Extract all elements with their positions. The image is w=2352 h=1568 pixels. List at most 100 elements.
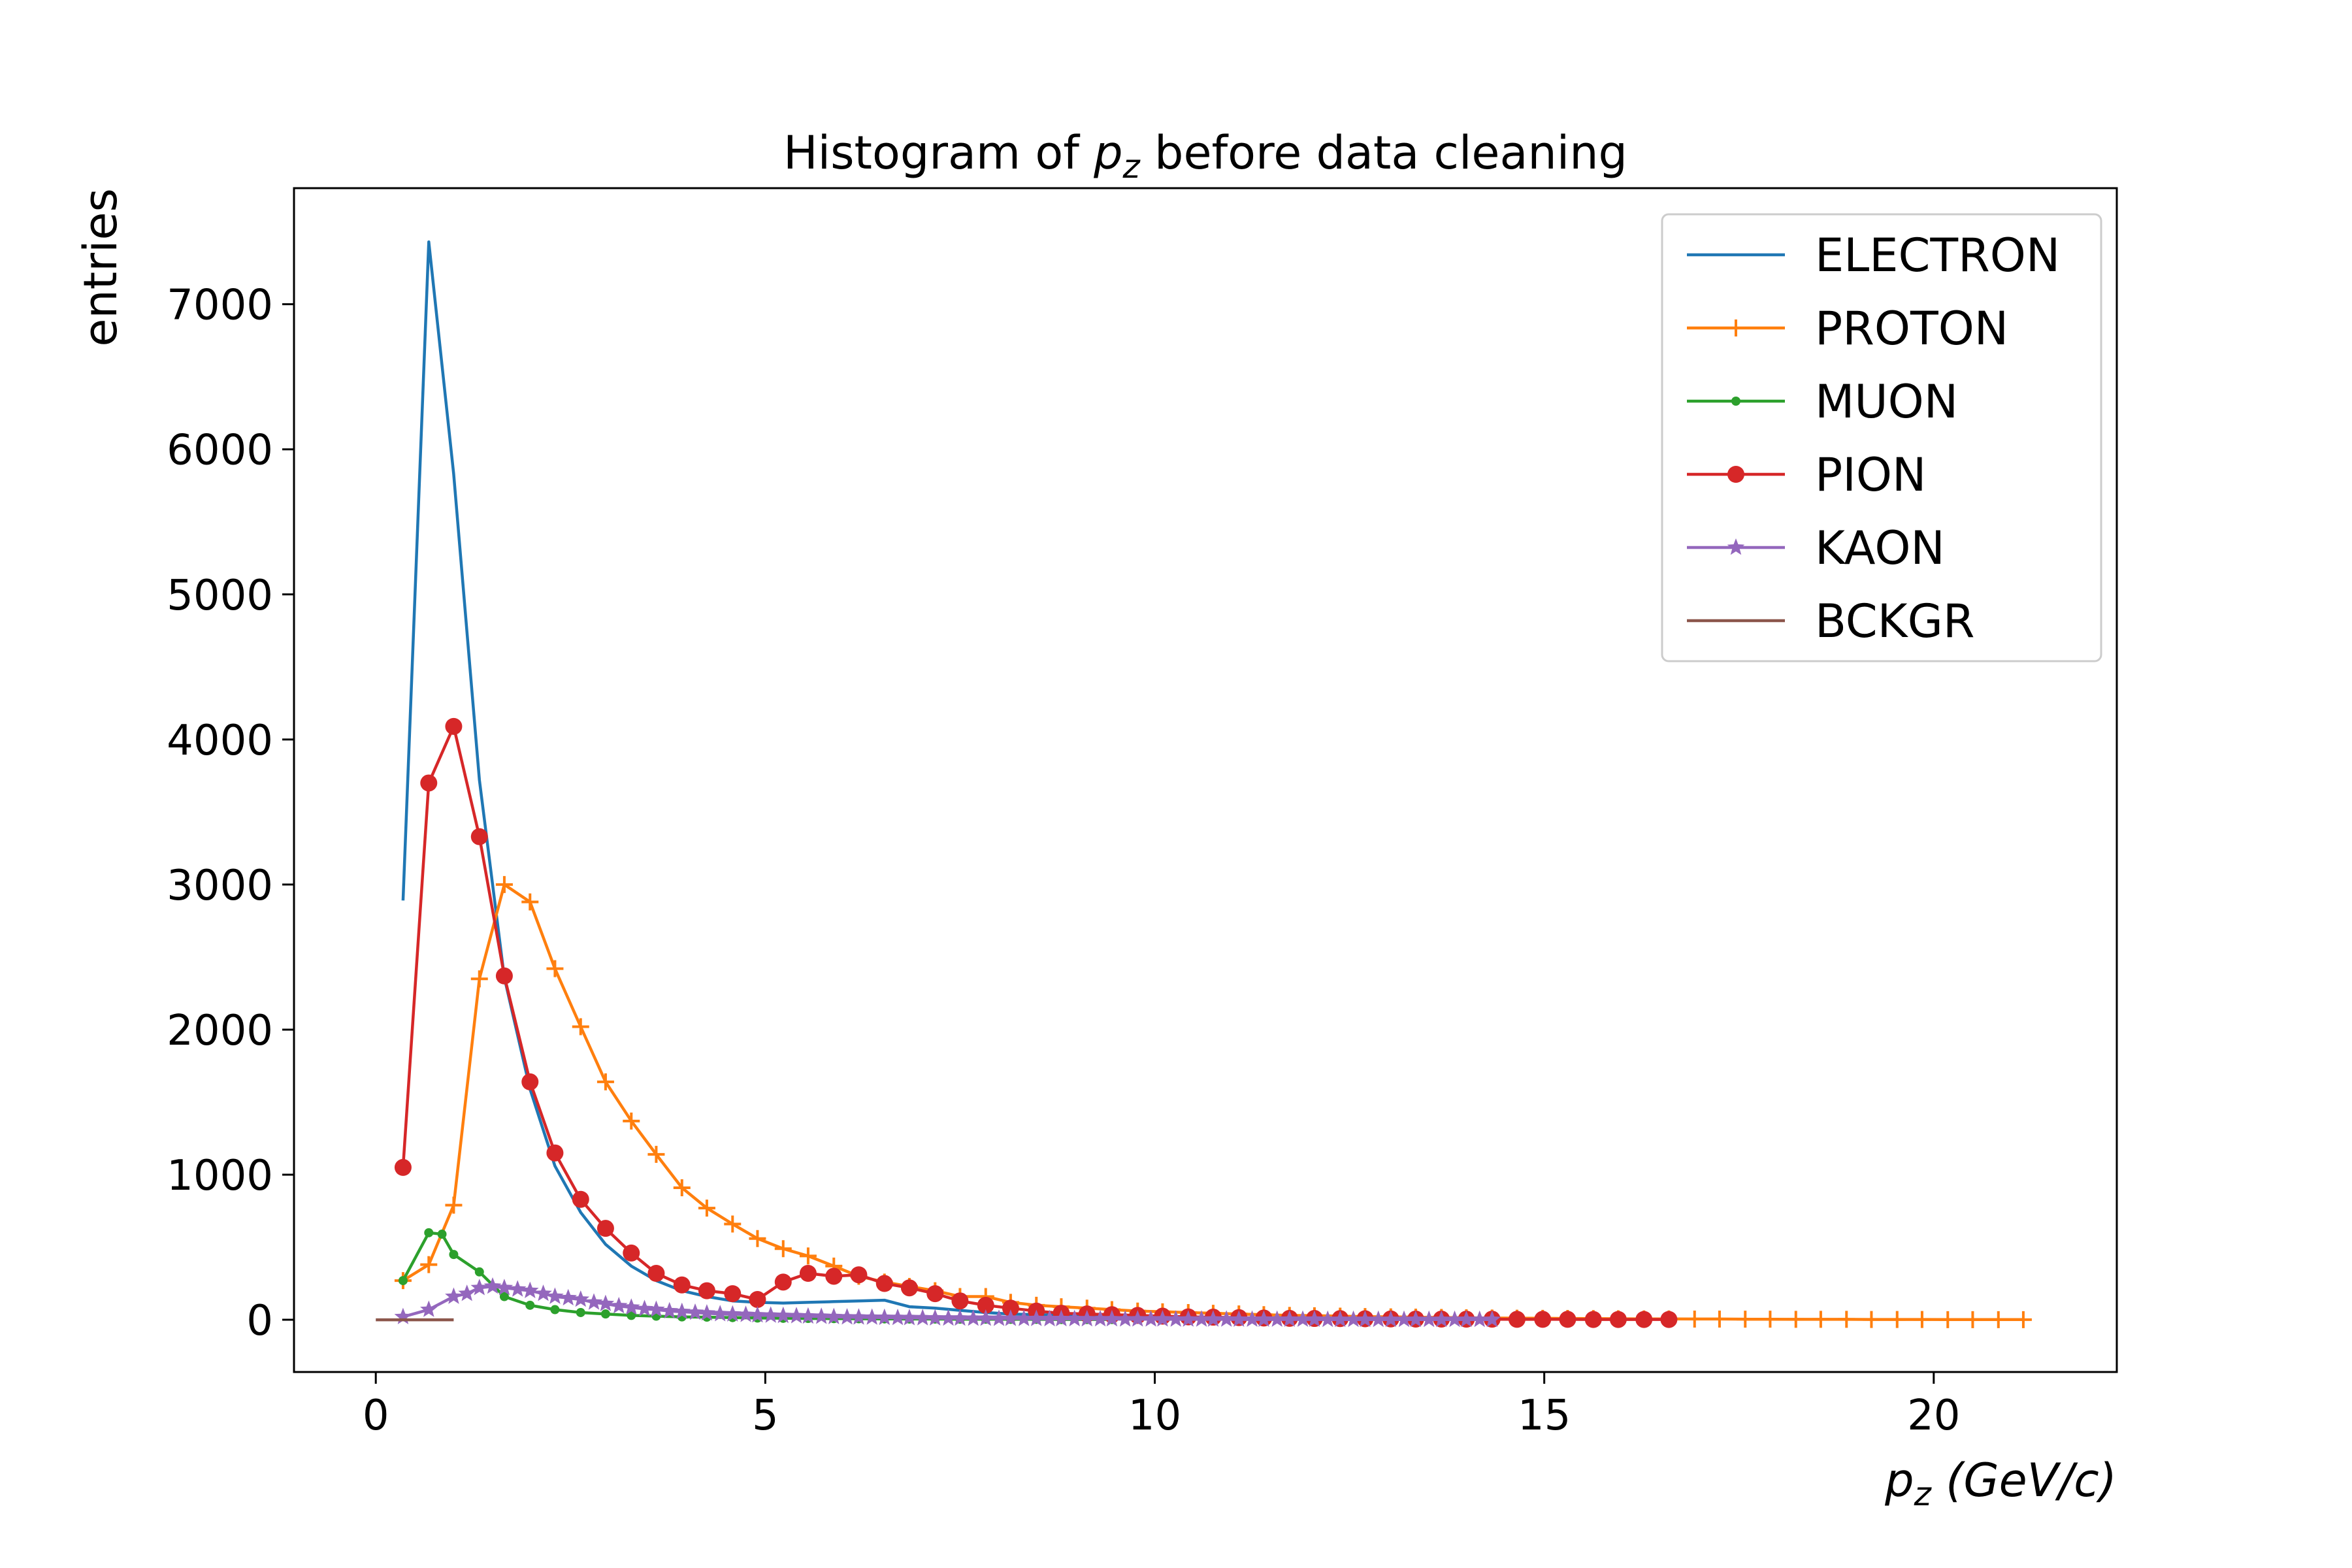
data-point-kaon: [875, 1308, 894, 1326]
legend-item-electron: ELECTRON: [1687, 229, 2060, 282]
data-point-kaon: [495, 1279, 514, 1296]
data-point-pion: [749, 1290, 766, 1308]
data-point-muon: [474, 1267, 484, 1277]
data-point-kaon: [1028, 1309, 1045, 1326]
data-point-proton: [1787, 1311, 1805, 1328]
legend-item-bckgr: BCKGR: [1687, 595, 1974, 648]
data-point-kaon: [1294, 1310, 1312, 1327]
data-point-kaon: [724, 1305, 742, 1322]
data-point-kaon: [1078, 1309, 1096, 1327]
data-point-kaon: [673, 1302, 691, 1320]
y-tick-label: 4000: [167, 717, 273, 765]
data-point-pion: [623, 1244, 640, 1262]
data-point-kaon: [1217, 1310, 1235, 1327]
data-point-kaon: [1204, 1310, 1222, 1327]
data-point-pion: [1559, 1311, 1576, 1328]
data-point-pion: [1534, 1311, 1552, 1328]
chart-title: Histogram of pz before data cleaning: [783, 126, 1627, 186]
legend-item-proton: PROTON: [1687, 302, 2008, 355]
data-point-kaon: [964, 1309, 982, 1326]
data-point-kaon: [1243, 1310, 1261, 1327]
data-point-kaon: [1091, 1309, 1109, 1327]
data-point-kaon: [1356, 1310, 1374, 1328]
data-point-kaon: [838, 1308, 856, 1325]
data-point-kaon: [799, 1307, 817, 1324]
data-point-pion: [875, 1275, 893, 1292]
data-point-kaon: [1446, 1310, 1463, 1328]
data-point-proton: [724, 1215, 742, 1233]
data-point-proton: [1761, 1311, 1779, 1328]
legend-marker: [1727, 319, 1744, 336]
data-point-kaon: [900, 1309, 919, 1326]
data-point-kaon: [939, 1309, 957, 1326]
y-tick-label: 7000: [167, 282, 273, 330]
data-point-kaon: [521, 1281, 539, 1298]
data-point-kaon: [1053, 1309, 1070, 1327]
data-point-pion: [850, 1266, 868, 1284]
data-point-pion: [926, 1285, 944, 1303]
data-point-pion: [1660, 1311, 1678, 1328]
data-point-proton: [1964, 1311, 1982, 1328]
data-point-proton: [647, 1145, 665, 1163]
data-point-kaon: [1281, 1310, 1299, 1327]
legend-item-pion: PION: [1687, 448, 1926, 502]
data-point-kaon: [623, 1298, 640, 1315]
data-point-kaon: [863, 1308, 881, 1325]
data-point-proton: [470, 970, 488, 988]
data-point-pion: [951, 1292, 969, 1310]
legend-label: ELECTRON: [1815, 229, 2060, 282]
data-point-kaon: [394, 1307, 412, 1324]
data-point-kaon: [762, 1306, 779, 1323]
data-point-muon: [499, 1292, 509, 1301]
data-point-pion: [572, 1190, 589, 1208]
data-point-pion: [724, 1285, 742, 1303]
data-point-kaon: [572, 1290, 590, 1307]
plot-frame: [293, 187, 2118, 1373]
data-point-proton: [1913, 1311, 1931, 1328]
data-point-kaon: [850, 1308, 868, 1325]
data-point-kaon: [470, 1279, 489, 1296]
data-point-muon: [600, 1309, 610, 1319]
legend: ELECTRON PROTON MUON PION KAON BCKGR: [1661, 213, 2102, 662]
data-point-kaon: [1407, 1310, 1425, 1328]
x-tick-label: 5: [752, 1392, 779, 1440]
data-point-muon: [424, 1228, 434, 1237]
data-point-kaon: [1041, 1309, 1058, 1327]
data-point-kaon: [1066, 1309, 1083, 1327]
data-point-kaon: [1458, 1310, 1475, 1328]
data-point-muon: [550, 1305, 560, 1315]
data-point-proton: [521, 893, 539, 911]
data-point-kaon: [661, 1301, 678, 1319]
data-point-kaon: [787, 1307, 806, 1324]
y-tick-label: 0: [246, 1297, 273, 1345]
data-point-kaon: [534, 1284, 552, 1301]
data-point-proton: [1737, 1311, 1754, 1328]
data-point-kaon: [636, 1299, 653, 1316]
data-point-kaon: [774, 1306, 792, 1324]
data-point-kaon: [1192, 1310, 1211, 1327]
data-point-kaon: [1305, 1310, 1324, 1327]
data-point-kaon: [1382, 1310, 1400, 1328]
data-point-pion: [774, 1273, 792, 1291]
data-point-kaon: [1483, 1310, 1501, 1328]
data-point-pion: [596, 1220, 614, 1237]
data-point-kaon: [889, 1309, 907, 1326]
data-point-kaon: [812, 1307, 830, 1324]
data-point-proton: [596, 1073, 614, 1090]
data-point-muon: [627, 1311, 636, 1320]
data-point-kaon: [1103, 1309, 1121, 1327]
data-point-proton: [546, 960, 564, 977]
y-axis-title: entries: [74, 188, 127, 347]
data-point-proton: [1939, 1311, 1957, 1328]
data-point-kaon: [990, 1309, 1008, 1326]
data-point-pion: [647, 1265, 665, 1282]
data-point-kaon: [1129, 1310, 1147, 1327]
data-point-kaon: [559, 1288, 577, 1306]
data-point-proton: [623, 1112, 640, 1130]
legend-item-muon: MUON: [1687, 375, 1958, 429]
legend-label: KAON: [1815, 521, 1945, 575]
data-point-kaon: [1002, 1309, 1020, 1326]
data-point-kaon: [596, 1294, 615, 1311]
legend-label: BCKGR: [1815, 595, 1974, 648]
data-point-kaon: [546, 1287, 564, 1304]
